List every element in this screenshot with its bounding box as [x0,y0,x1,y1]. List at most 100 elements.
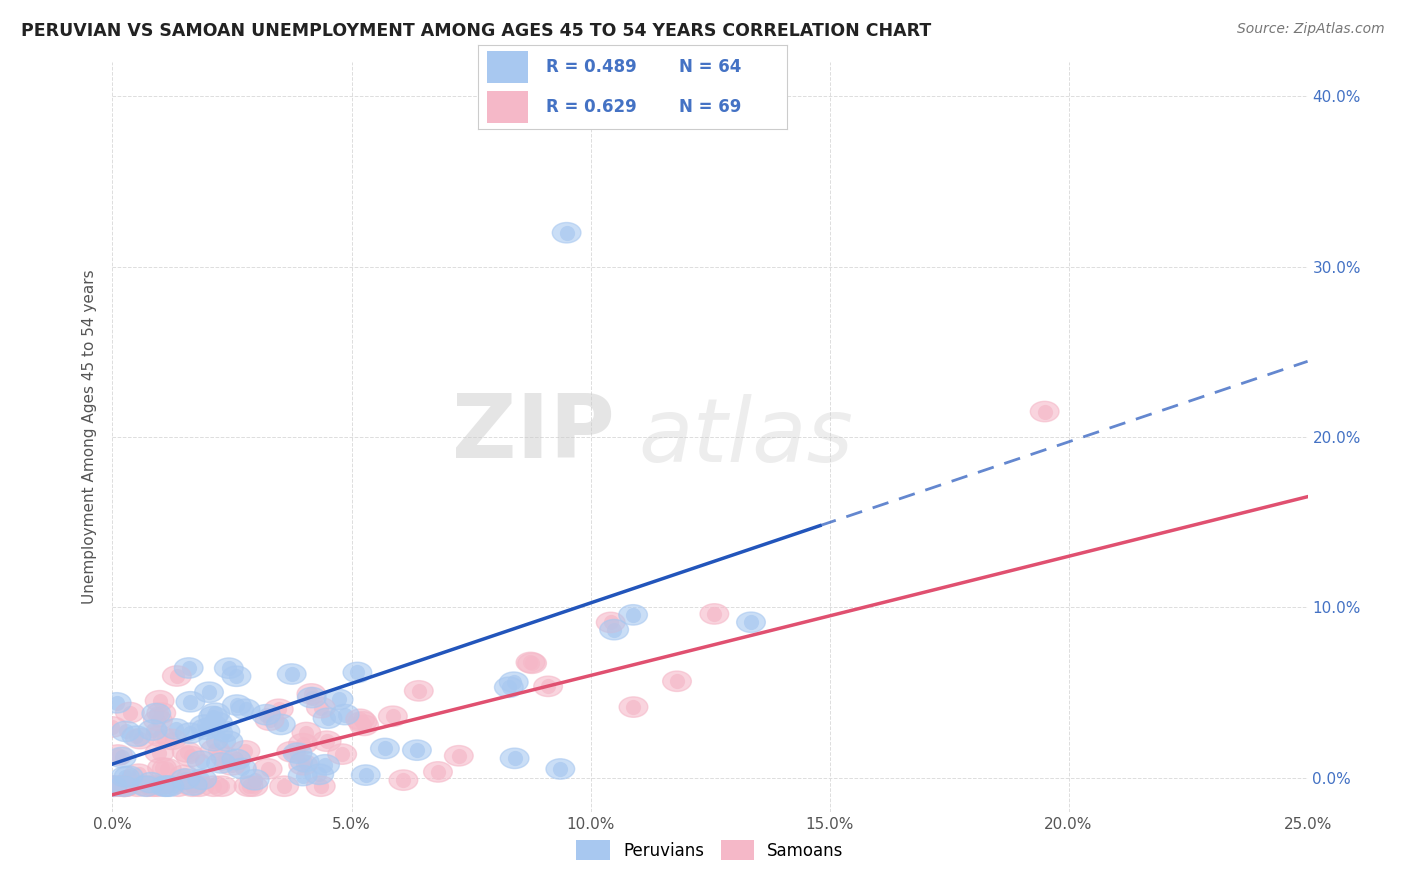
Point [136,779,159,793]
Point [107,779,129,793]
Point [125,729,148,743]
Ellipse shape [146,726,174,747]
Point [256,762,278,776]
Ellipse shape [179,776,207,797]
Ellipse shape [546,759,575,780]
Ellipse shape [350,715,378,736]
Point [114,724,136,739]
Ellipse shape [176,691,205,712]
Point [188,779,211,793]
Ellipse shape [307,698,335,718]
Ellipse shape [191,719,219,739]
Text: Source: ZipAtlas.com: Source: ZipAtlas.com [1237,22,1385,37]
Ellipse shape [148,757,176,778]
Point [225,752,247,766]
Point [295,725,318,739]
Ellipse shape [204,713,232,733]
Point [204,742,226,756]
Point [242,779,264,793]
Point [621,607,644,622]
Y-axis label: Unemployment Among Ages 45 to 54 years: Unemployment Among Ages 45 to 54 years [82,269,97,605]
Ellipse shape [104,776,132,797]
Point [202,779,225,793]
Ellipse shape [253,759,283,779]
Ellipse shape [215,658,243,679]
Ellipse shape [176,747,205,767]
Point [153,779,176,793]
Ellipse shape [252,705,280,725]
Ellipse shape [700,604,728,624]
Point [353,718,375,732]
Ellipse shape [288,765,318,786]
Point [299,687,322,701]
Point [174,772,197,786]
Point [146,779,169,793]
Ellipse shape [346,709,374,730]
Point [280,667,302,681]
Point [214,750,236,764]
Point [145,706,167,721]
Text: N = 64: N = 64 [679,58,741,76]
Point [316,711,339,725]
Point [179,695,201,709]
Ellipse shape [231,699,260,720]
Ellipse shape [298,688,326,707]
Point [202,709,225,723]
Ellipse shape [208,776,236,797]
Ellipse shape [240,770,269,790]
Ellipse shape [423,762,453,782]
Ellipse shape [157,729,186,749]
Ellipse shape [152,758,181,779]
Ellipse shape [122,776,152,797]
Point [118,769,141,783]
Ellipse shape [307,776,335,797]
Point [1033,404,1056,418]
Point [181,779,204,793]
Point [225,669,247,683]
Ellipse shape [107,747,136,768]
Point [235,744,257,758]
Point [599,615,621,630]
Ellipse shape [142,704,170,723]
Point [181,778,204,792]
Point [346,665,368,680]
Point [148,746,170,760]
Ellipse shape [163,776,193,797]
Point [381,709,404,723]
Ellipse shape [222,666,250,687]
Text: N = 69: N = 69 [679,98,741,116]
Ellipse shape [111,766,139,787]
Point [231,762,253,776]
Ellipse shape [200,731,228,751]
Point [217,734,239,748]
Point [101,720,124,734]
Ellipse shape [325,690,353,710]
Point [150,761,173,775]
Point [173,768,195,782]
Bar [488,51,527,83]
Ellipse shape [111,776,139,797]
Ellipse shape [163,665,191,686]
Point [101,779,124,793]
Ellipse shape [499,672,529,692]
Point [309,700,332,714]
Ellipse shape [190,714,219,735]
Ellipse shape [145,742,174,763]
Point [157,779,180,793]
Point [218,661,240,675]
Point [127,779,149,793]
Ellipse shape [517,653,547,673]
Point [254,707,277,722]
Ellipse shape [176,723,204,743]
Point [112,779,135,793]
Point [112,779,135,793]
Point [291,768,314,782]
Point [150,706,173,720]
Point [128,767,150,781]
Ellipse shape [104,745,132,765]
Ellipse shape [110,776,138,797]
Point [280,745,302,759]
Point [176,745,198,759]
Point [149,729,172,743]
Point [292,737,315,751]
